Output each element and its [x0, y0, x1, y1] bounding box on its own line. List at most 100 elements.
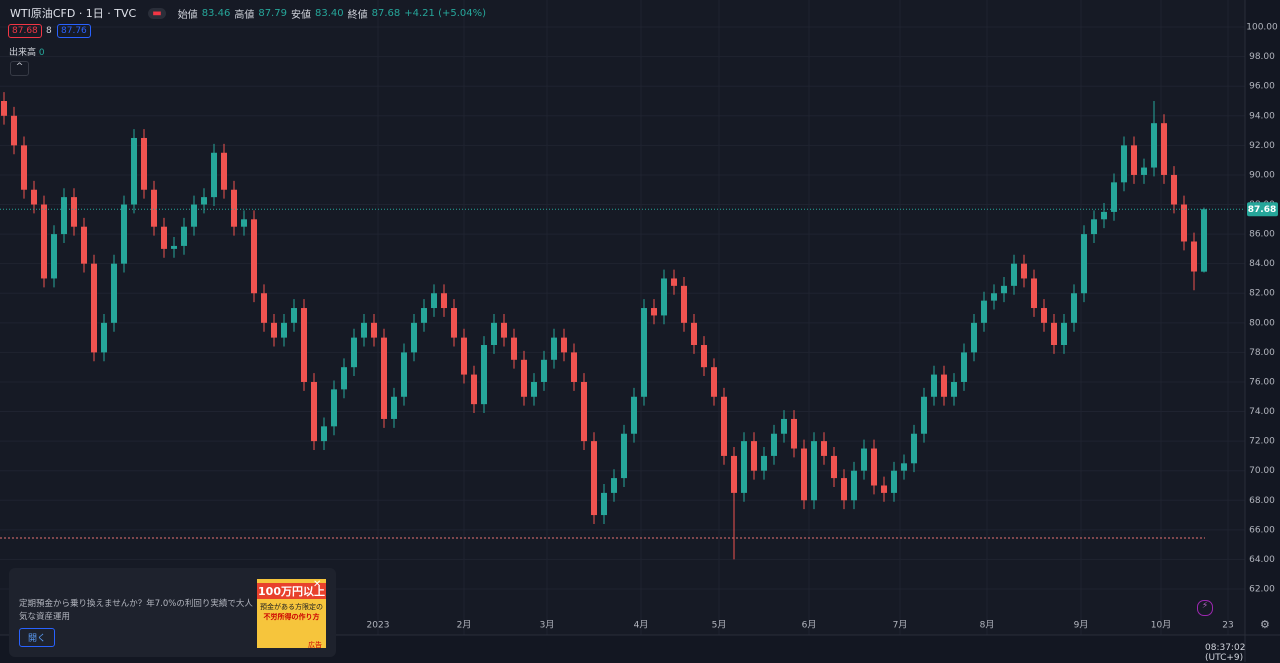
candle-body [451, 308, 457, 338]
candle-body [561, 337, 567, 353]
bid[interactable]: 87.68 [8, 24, 42, 38]
candle-body [161, 226, 167, 249]
candle-body [1121, 145, 1127, 183]
candle-body [1011, 263, 1017, 286]
y-tick-label: 66.00 [1249, 525, 1275, 535]
y-tick-label: 70.00 [1249, 466, 1275, 476]
y-tick-label: 96.00 [1249, 82, 1275, 92]
candle-body [481, 345, 487, 405]
candle-body [231, 189, 237, 227]
label: 始値 [177, 9, 198, 21]
candle-body [681, 285, 687, 323]
candle-body [91, 263, 97, 353]
candle-body [351, 337, 357, 368]
candle-body [501, 322, 507, 338]
candle-body [31, 189, 37, 205]
candle-body [971, 322, 977, 353]
y-tick-label: 64.00 [1249, 555, 1275, 565]
candle-body [301, 308, 307, 382]
y-tick-label: 76.00 [1249, 377, 1275, 387]
candle-body [751, 441, 757, 471]
candle-body [1041, 308, 1047, 323]
candle-body [861, 448, 867, 471]
candle-body [431, 293, 437, 309]
candle-body [261, 293, 267, 323]
collapse-button[interactable]: ^ [10, 61, 29, 76]
candle-body [1171, 174, 1177, 205]
change: +4.21 (+5.04%) [404, 7, 487, 19]
y-tick-label: 72.00 [1249, 437, 1275, 447]
volume: 出来高 0 [9, 45, 45, 58]
candle-body [571, 352, 577, 382]
candle-body [891, 470, 897, 493]
candle-body [741, 441, 747, 493]
clock: 08:37:02 (UTC+9) [1205, 643, 1246, 663]
y-tick-label: 62.00 [1249, 585, 1275, 595]
value: 83.46 [201, 7, 231, 19]
candle-body [81, 226, 87, 264]
x-tick-label: 8月 [980, 620, 995, 631]
candle-body [1131, 145, 1137, 175]
candle-body [211, 152, 217, 198]
x-tick-label: 9月 [1074, 620, 1089, 631]
candle-body [131, 137, 137, 205]
label: 終値 [347, 9, 368, 21]
candle-body [591, 441, 597, 516]
candle-body [601, 492, 607, 516]
candle-body [1091, 219, 1097, 235]
candle-body [371, 322, 377, 338]
ad-line: 預金がある方限定の [260, 603, 323, 611]
candle-body [71, 197, 77, 227]
candle-body [721, 396, 727, 456]
ad-line: 100万円以上 [257, 583, 326, 599]
y-tick-label: 98.00 [1249, 52, 1275, 62]
x-tick-label: 10月 [1151, 620, 1171, 631]
candle-body [931, 374, 937, 397]
candle-body [1141, 167, 1147, 175]
candle-body [1191, 241, 1197, 272]
ask[interactable]: 87.76 [57, 24, 91, 38]
candle-body [171, 245, 177, 249]
candle-body [511, 337, 517, 360]
candle-body [401, 352, 407, 397]
x-tick-label: 6月 [802, 620, 817, 631]
alert-icon[interactable]: ⚡ [1197, 600, 1213, 616]
label: 安値 [290, 9, 311, 21]
candle-body [1, 101, 7, 116]
x-tick-label: 2023 [367, 621, 390, 631]
candle-body [1161, 123, 1167, 175]
candle-body [611, 478, 617, 493]
candle-body [181, 226, 187, 246]
candle-body [141, 137, 147, 190]
close-button[interactable]: ✕ [313, 579, 322, 590]
candle-body [191, 204, 197, 227]
candle-body [411, 322, 417, 353]
candle-body [41, 204, 47, 279]
candle-body [441, 293, 447, 309]
candle-body [581, 381, 587, 442]
open-button[interactable]: 開く [19, 628, 56, 647]
candle-body [881, 485, 887, 493]
candle-body [1071, 293, 1077, 323]
candle-body [851, 470, 857, 501]
toggle[interactable]: ▬ [148, 7, 166, 19]
candle-body [421, 308, 427, 323]
candle-body [221, 152, 227, 190]
candle-body [1051, 322, 1057, 346]
candle-body [461, 337, 467, 375]
candle-body [911, 433, 917, 464]
candle-body [811, 441, 817, 501]
candle-body [1111, 182, 1117, 212]
candle-body [711, 367, 717, 397]
candle-body [291, 308, 297, 323]
settings-icon[interactable]: ⚙ [1260, 618, 1270, 631]
candle-body [671, 278, 677, 286]
ad-image[interactable]: 100万円以上 預金がある方限定の 不労所得の作り方 広告 [257, 579, 326, 648]
candle-body [1081, 234, 1087, 294]
candle-body [151, 189, 157, 227]
candle-body [951, 381, 957, 397]
candle-body [1021, 263, 1027, 279]
symbol[interactable]: WTI原油CFD · 1日 · TVC [10, 7, 137, 20]
candle-body [531, 381, 537, 397]
candle-body [871, 448, 877, 486]
